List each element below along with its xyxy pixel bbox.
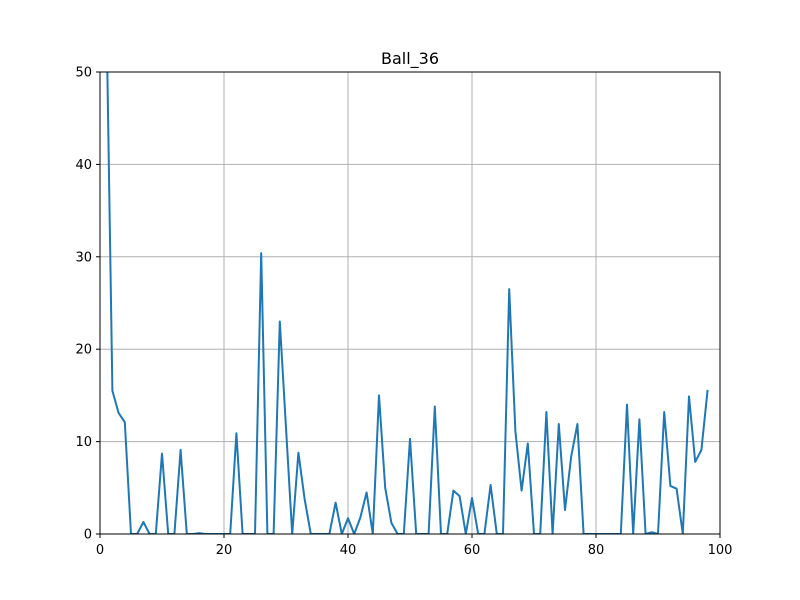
x-tick-label: 80 [588,543,605,558]
x-tick-label: 60 [464,543,481,558]
x-tick-label: 100 [708,543,733,558]
grid [99,71,721,535]
chart-title: Ball_36 [381,49,439,69]
y-tick-label: 30 [75,250,92,265]
x-tick-label: 20 [216,543,233,558]
x-tick-label: 40 [340,543,357,558]
y-tick-label: 40 [75,158,92,173]
y-tick-label: 10 [75,435,92,450]
axis-ticks: 0 20 40 60 80 100 0 10 20 30 40 50 [75,66,732,559]
x-tick-label: 0 [96,543,104,558]
axes-frame [99,71,721,535]
y-tick-label: 0 [84,528,92,543]
y-tick-label: 20 [75,343,92,358]
y-tick-label: 50 [75,66,92,81]
plot-series [106,72,709,534]
series-line [106,72,709,534]
